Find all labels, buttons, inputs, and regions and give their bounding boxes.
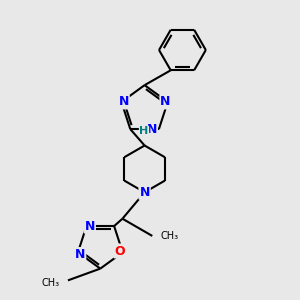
Text: O: O (115, 244, 125, 257)
Text: N: N (118, 95, 129, 109)
Text: N: N (75, 248, 85, 261)
Text: N: N (140, 186, 150, 199)
Text: CH₃: CH₃ (160, 231, 178, 241)
Text: H: H (140, 126, 149, 136)
Text: N: N (147, 123, 157, 136)
Text: N: N (160, 95, 171, 109)
Text: N: N (85, 220, 95, 232)
Text: CH₃: CH₃ (42, 278, 60, 288)
